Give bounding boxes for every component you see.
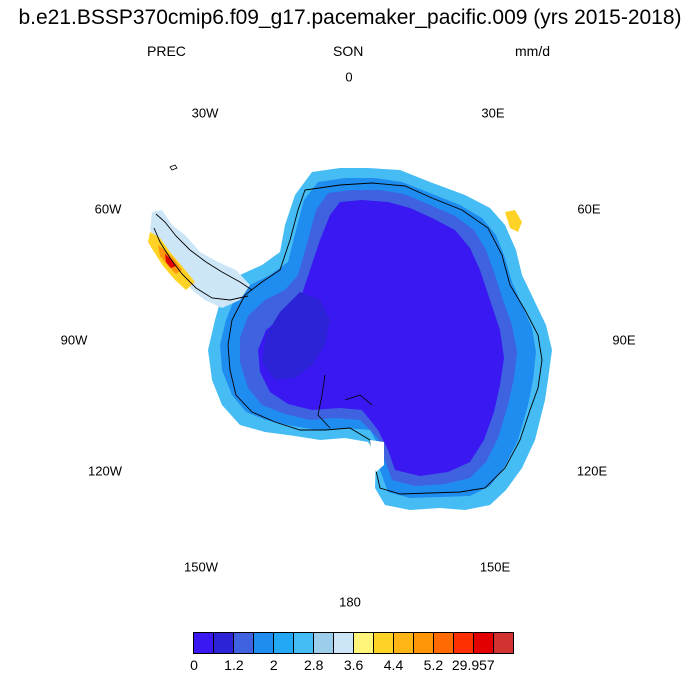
peninsula-peak <box>165 254 176 268</box>
colorbar-swatch <box>354 633 374 653</box>
colorbar-swatch <box>414 633 434 653</box>
colorbar <box>193 632 514 654</box>
colorbar-tick-label: 2.8 <box>303 657 324 673</box>
lon-label-60w: 60W <box>94 201 122 217</box>
colorbar-swatch <box>474 633 494 653</box>
colorbar-swatch <box>274 633 294 653</box>
lon-label-150e: 150E <box>479 559 511 575</box>
colorbar-swatch <box>434 633 454 653</box>
colorbar-tick-label: 2 <box>269 657 278 673</box>
colorbar-tick-label: 3.6 <box>343 657 364 673</box>
colorbar-swatch <box>334 633 354 653</box>
units-label: mm/d <box>515 43 550 59</box>
lon-label-90w: 90W <box>60 332 88 348</box>
colorbar-swatch <box>294 633 314 653</box>
lon-label-30w: 30W <box>191 105 219 121</box>
colorbar-swatch <box>394 633 414 653</box>
colorbar-tick-label: 0 <box>190 657 198 673</box>
lon-label-150w: 150W <box>184 559 218 575</box>
colorbar-tick-label: 29.957 <box>451 657 495 673</box>
colorbar-tick-label: 4.4 <box>383 657 404 673</box>
west-antarctic-interior <box>262 292 330 380</box>
season-label: SON <box>333 43 364 59</box>
colorbar-swatch <box>454 633 474 653</box>
colorbar-tick-label: 1.2 <box>224 657 244 673</box>
lon-label-120e: 120E <box>576 463 608 479</box>
colorbar-swatch <box>374 633 394 653</box>
colorbar-swatch <box>494 633 513 653</box>
plot-title: b.e21.BSSP370cmip6.f09_g17.pacemaker_pac… <box>18 6 682 29</box>
ross-sea-notch <box>370 440 384 472</box>
colorbar-swatch <box>254 633 274 653</box>
colorbar-swatch <box>214 633 234 653</box>
coastline <box>227 182 543 495</box>
peninsula-coastline <box>153 213 253 301</box>
colorbar-swatch <box>234 633 254 653</box>
colorbar-swatch <box>314 633 334 653</box>
ross-ice-shelf-edge <box>317 374 373 429</box>
lon-label-30e: 30E <box>481 105 505 121</box>
lon-label-180: 180 <box>339 594 361 610</box>
variable-label: PREC <box>147 43 186 59</box>
south-georgia-island <box>169 164 178 171</box>
colorbar-swatch <box>194 633 214 653</box>
colorbar-tick-label: 5.2 <box>423 657 444 673</box>
lon-label-120w: 120W <box>88 463 122 479</box>
lon-label-90e: 90E <box>612 332 636 348</box>
lon-label-0: 0 <box>345 69 353 85</box>
lon-label-60e: 60E <box>577 201 601 217</box>
dml-wet-patch <box>505 210 522 232</box>
